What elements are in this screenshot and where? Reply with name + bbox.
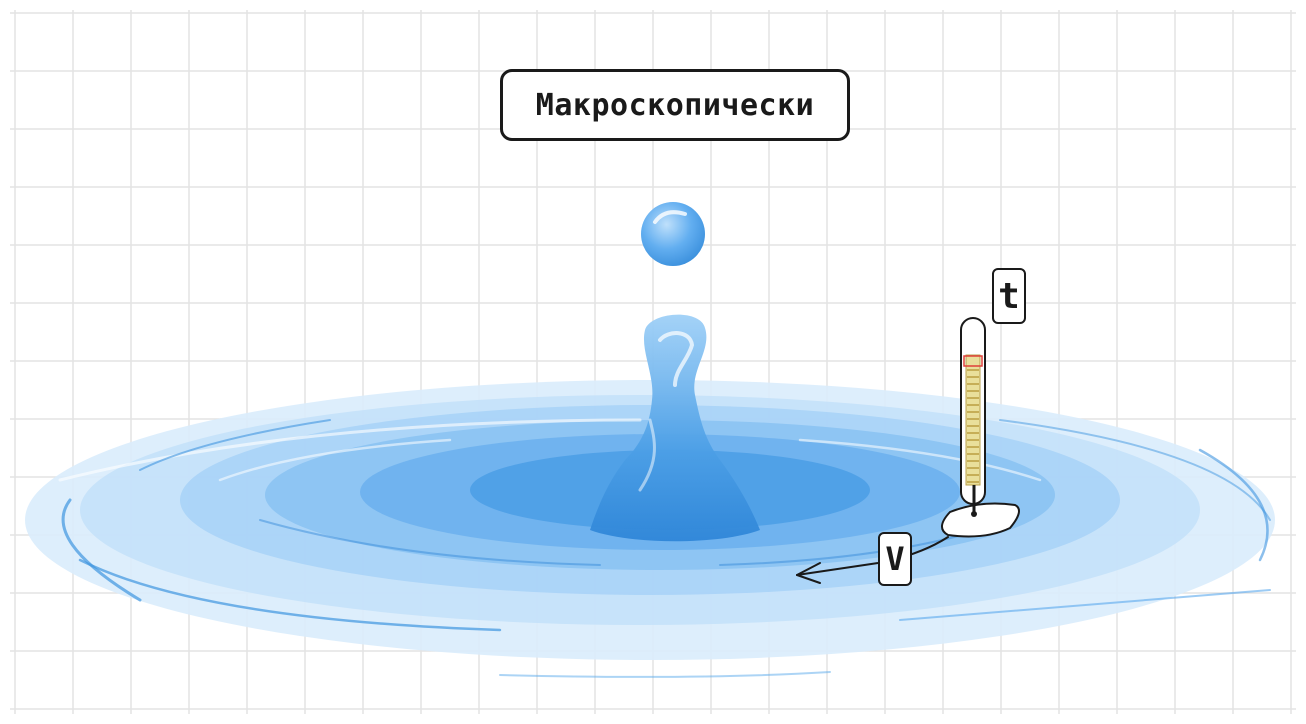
velocity-label: V [878,532,912,586]
water-drop-icon [641,202,705,266]
thermometer-icon [960,317,986,517]
title-label: Макроскопически [500,69,850,141]
float-paper-icon [941,502,1020,538]
water-splash-icon [590,314,760,542]
temperature-label: t [992,268,1026,324]
